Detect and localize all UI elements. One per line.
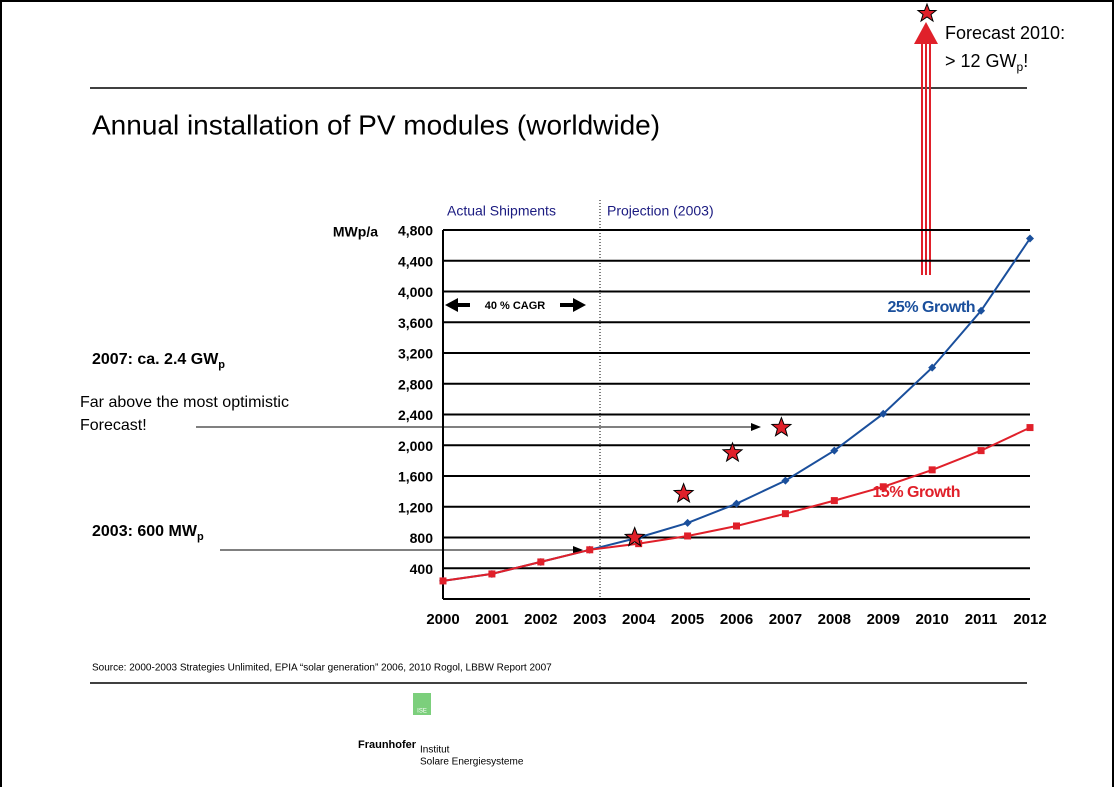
x-tick-label: 2011 xyxy=(965,611,998,628)
logo-badge xyxy=(413,693,431,715)
y-tick-label: 2,000 xyxy=(398,438,433,454)
x-tick-label: 2007 xyxy=(769,611,802,628)
section-label: Projection (2003) xyxy=(607,203,714,219)
x-tick-label: 2012 xyxy=(1013,611,1046,628)
y-tick-label: 4,400 xyxy=(398,253,433,269)
y-tick-label: 1,200 xyxy=(398,499,433,515)
cagr-label: 40 % CAGR xyxy=(485,300,546,312)
logo-text: Solare Energiesysteme xyxy=(420,757,524,768)
point-marker xyxy=(439,577,447,585)
point-marker xyxy=(586,546,594,554)
annotation: > 12 GWp! xyxy=(945,51,1028,74)
point-marker xyxy=(732,499,741,508)
forecast-arrow xyxy=(914,2,938,275)
annotation: Forecast! xyxy=(80,417,147,434)
point-marker xyxy=(781,510,789,518)
series-label: 15% Growth xyxy=(873,484,960,501)
annotation: 2007: ca. 2.4 GWp xyxy=(92,351,225,371)
star-marker xyxy=(623,526,646,547)
x-tick-label: 2004 xyxy=(622,611,656,628)
point-marker xyxy=(683,518,692,527)
point-marker xyxy=(879,483,887,491)
point-marker xyxy=(1026,424,1034,432)
point-marker xyxy=(928,466,936,474)
x-tick-label: 2006 xyxy=(720,611,753,628)
annotation: 2003: 600 MWp xyxy=(92,523,204,543)
x-tick-label: 2005 xyxy=(671,611,704,628)
section-label: Actual Shipments xyxy=(447,203,556,219)
point-marker xyxy=(733,522,740,530)
x-tick-label: 2010 xyxy=(915,611,948,628)
point-marker xyxy=(488,570,496,578)
y-tick-label: 2,400 xyxy=(398,407,433,423)
y-tick-label: 3,600 xyxy=(398,315,433,331)
x-tick-label: 2001 xyxy=(475,611,508,628)
chart-title: Annual installation of PV modules (world… xyxy=(92,109,660,140)
point-marker xyxy=(830,446,839,455)
point-marker xyxy=(977,447,985,455)
y-tick-label: 4,800 xyxy=(398,223,433,239)
annotation: Forecast 2010: xyxy=(945,23,1065,43)
source: Source: 2000-2003 Strategies Unlimited, … xyxy=(92,663,552,674)
x-tick-label: 2002 xyxy=(524,611,557,628)
y-tick-label: 3,200 xyxy=(398,346,433,362)
logo-name: Fraunhofer xyxy=(358,739,417,751)
y-tick-label: 4,000 xyxy=(398,284,433,300)
point-marker xyxy=(684,532,692,540)
y-axis-label: MWp/a xyxy=(333,224,378,240)
series-line xyxy=(442,237,1031,582)
point-marker xyxy=(879,409,888,418)
y-tick-label: 400 xyxy=(410,561,434,577)
point-marker xyxy=(928,363,937,372)
star-marker xyxy=(672,482,695,503)
x-tick-label: 2003 xyxy=(573,611,606,628)
y-tick-label: 2,800 xyxy=(398,376,433,392)
star-marker xyxy=(721,441,744,463)
series-label: 25% Growth xyxy=(888,299,975,316)
x-tick-label: 2000 xyxy=(426,611,459,628)
point-marker xyxy=(830,497,838,505)
annotation: Far above the most optimistic xyxy=(80,394,289,411)
y-tick-label: 800 xyxy=(410,530,434,546)
star-marker xyxy=(770,416,793,437)
x-tick-label: 2009 xyxy=(867,611,900,628)
logo-text: Institut xyxy=(420,745,450,756)
x-tick-label: 2008 xyxy=(818,611,851,628)
point-marker xyxy=(977,306,986,315)
point-marker xyxy=(537,558,545,566)
y-tick-label: 1,600 xyxy=(398,469,433,485)
logo-badge-text: ISE xyxy=(417,709,427,715)
point-marker xyxy=(1026,234,1034,243)
point-marker xyxy=(781,476,790,485)
